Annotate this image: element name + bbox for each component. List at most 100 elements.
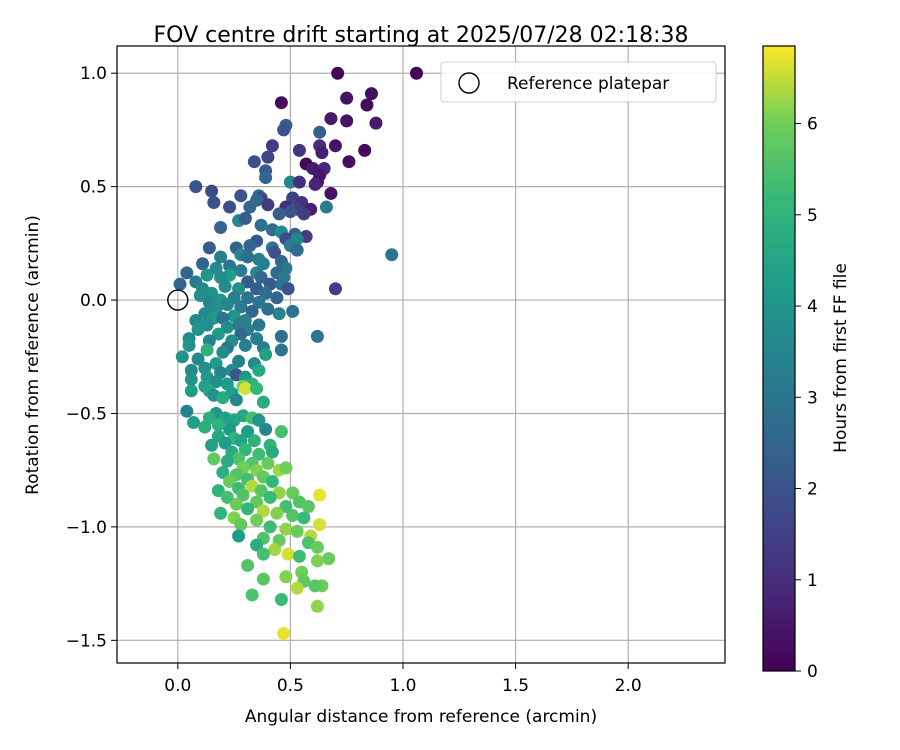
scatter-point <box>247 434 261 448</box>
scatter-point <box>214 506 228 520</box>
scatter-point <box>241 250 255 264</box>
scatter-point <box>241 291 255 305</box>
scatter-point <box>324 112 338 126</box>
colorbar-tick-label: 1 <box>807 571 818 591</box>
colorbar: 0 1 2 3 4 5 6 Hours from first FF file <box>762 45 851 682</box>
scatter-point <box>202 241 216 255</box>
scatter-point <box>254 218 268 232</box>
x-tick-label: 1.5 <box>502 676 529 696</box>
scatter-point <box>274 343 288 357</box>
scatter-point <box>279 461 293 475</box>
scatter-point <box>358 143 372 157</box>
legend-label: Reference platepar <box>507 74 669 94</box>
x-tick-label: 0.0 <box>164 676 191 696</box>
scatter-point <box>218 279 232 293</box>
scatter-point <box>250 513 264 527</box>
y-tick-label: −0.5 <box>66 404 107 424</box>
scatter-point <box>252 447 266 461</box>
scatter-point <box>241 425 255 439</box>
legend-marker <box>458 72 480 94</box>
scatter-point <box>184 363 198 377</box>
scatter-point <box>313 125 327 139</box>
scatter-point <box>340 114 354 128</box>
scatter-point <box>256 547 270 561</box>
scatter-point <box>268 543 282 557</box>
scatter-point <box>272 207 286 221</box>
scatter-point <box>236 488 250 502</box>
y-tick-label: 0.5 <box>80 178 107 198</box>
scatter-point <box>315 146 329 160</box>
colorbar-label: Hours from first FF file <box>831 263 851 453</box>
scatter-point <box>254 270 268 284</box>
scatter-points <box>173 66 423 641</box>
colorbar-tick-label: 0 <box>807 662 818 682</box>
scatter-point <box>283 205 297 219</box>
scatter-point <box>290 581 304 595</box>
scatter-point <box>277 627 291 641</box>
scatter-point <box>340 91 354 105</box>
scatter-point <box>292 549 306 563</box>
scatter-point <box>263 520 277 534</box>
scatter-point <box>245 304 259 318</box>
scatter-point <box>232 354 246 368</box>
scatter-point <box>259 286 273 300</box>
scatter-point <box>279 522 293 536</box>
scatter-point <box>292 143 306 157</box>
colorbar-tick-label: 5 <box>807 206 818 226</box>
scatter-point <box>207 452 221 466</box>
scatter-point <box>259 422 273 436</box>
scatter-point <box>238 338 252 352</box>
scatter-point <box>272 307 286 321</box>
scatter-point <box>274 592 288 606</box>
scatter-point <box>184 384 198 398</box>
scatter-point <box>328 139 342 153</box>
scatter-point <box>369 116 383 130</box>
scatter-point <box>290 524 304 538</box>
scatter-point <box>277 123 291 137</box>
x-axis-ticks: 0.0 0.5 1.0 1.5 2.0 <box>164 663 642 696</box>
scatter-point <box>220 490 234 504</box>
scatter-point <box>184 372 198 386</box>
y-axis-label: Rotation from reference (arcmin) <box>23 215 43 495</box>
scatter-point <box>234 189 248 203</box>
reference-marker <box>167 289 189 311</box>
scatter-point <box>252 413 266 427</box>
scatter-point <box>268 245 282 259</box>
scatter-point <box>259 171 273 185</box>
x-axis-label: Angular distance from reference (arcmin) <box>245 707 597 727</box>
plot-frame <box>116 45 726 664</box>
scatter-point <box>191 323 205 337</box>
scatter-point <box>263 490 277 504</box>
scatter-point <box>220 298 234 312</box>
scatter-point <box>256 257 270 271</box>
scatter-point <box>191 352 205 366</box>
scatter-point <box>232 529 246 543</box>
scatter-point <box>223 200 237 214</box>
scatter-point <box>189 180 203 194</box>
scatter-point <box>205 438 219 452</box>
scatter-point <box>250 538 264 552</box>
scatter-point <box>360 98 374 112</box>
scatter-point <box>229 393 243 407</box>
scatter-point <box>187 416 201 430</box>
scatter-point <box>245 588 259 602</box>
colorbar-tick-label: 4 <box>807 297 818 317</box>
scatter-point <box>180 404 194 418</box>
scatter-point <box>331 66 345 80</box>
y-tick-label: −1.0 <box>66 518 107 538</box>
x-tick-label: 0.5 <box>277 676 304 696</box>
scatter-point <box>409 66 423 80</box>
y-tick-label: 0.0 <box>80 291 107 311</box>
scatter-point <box>200 268 214 282</box>
scatter-point <box>216 391 230 405</box>
scatter-point <box>265 475 279 489</box>
scatter-point <box>259 348 273 361</box>
colorbar-gradient <box>762 45 796 672</box>
scatter-point <box>214 250 228 264</box>
scatter-point <box>218 436 232 450</box>
scatter-point <box>234 327 248 341</box>
scatter-point <box>274 329 288 343</box>
colorbar-tick-label: 3 <box>807 388 818 408</box>
legend: Reference platepar <box>440 61 717 103</box>
scatter-point <box>216 465 230 479</box>
